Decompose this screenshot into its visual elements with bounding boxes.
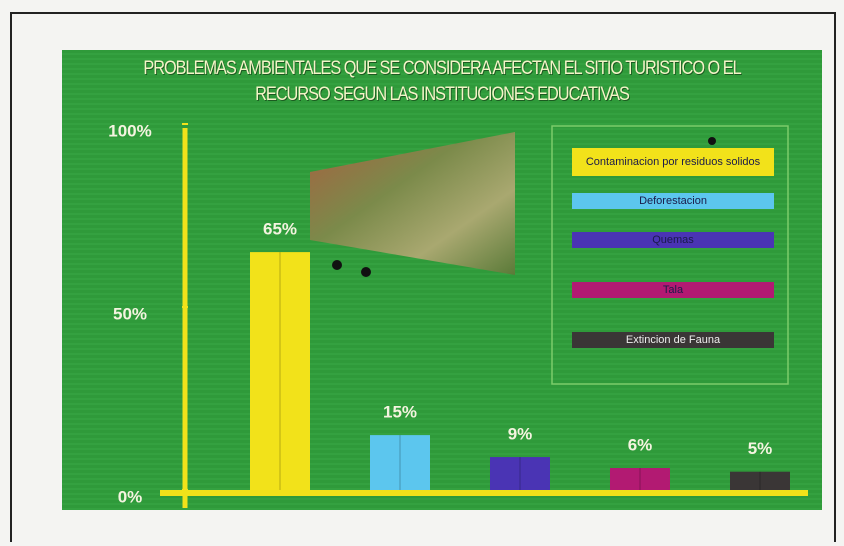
photo	[310, 132, 515, 275]
legend-label: Extincion de Fauna	[626, 334, 721, 346]
legend-swatch	[572, 232, 774, 248]
value-label: 5%	[748, 439, 773, 458]
bar	[730, 471, 790, 490]
plot-background	[62, 50, 822, 510]
legend-swatch	[572, 148, 774, 176]
chart-title: PROBLEMAS AMBIENTALES QUE SE CONSIDERA A…	[143, 58, 741, 105]
value-label: 6%	[628, 436, 653, 455]
dot	[708, 137, 716, 145]
legend-swatch	[572, 193, 774, 209]
legend-label: Tala	[663, 284, 684, 296]
legend-swatch	[572, 332, 774, 348]
bar	[610, 468, 670, 490]
legend-box	[551, 125, 789, 385]
value-label: 15%	[383, 403, 417, 422]
legend-label: Contaminacion por residuos solidos	[586, 156, 761, 168]
value-label: 65%	[263, 220, 297, 239]
legend-label: Quemas	[652, 234, 694, 246]
bar	[370, 435, 430, 490]
legend-label: Deforestacion	[639, 195, 707, 207]
bar	[490, 457, 550, 490]
y-tick-label: 50%	[113, 304, 147, 323]
y-tick-label: 0%	[118, 487, 143, 506]
bar	[250, 252, 310, 490]
y-tick-label: 100%	[108, 121, 151, 140]
dot	[332, 260, 342, 270]
legend-swatch	[572, 282, 774, 298]
frame	[10, 12, 836, 542]
dot	[361, 267, 371, 277]
value-label: 9%	[508, 425, 533, 444]
